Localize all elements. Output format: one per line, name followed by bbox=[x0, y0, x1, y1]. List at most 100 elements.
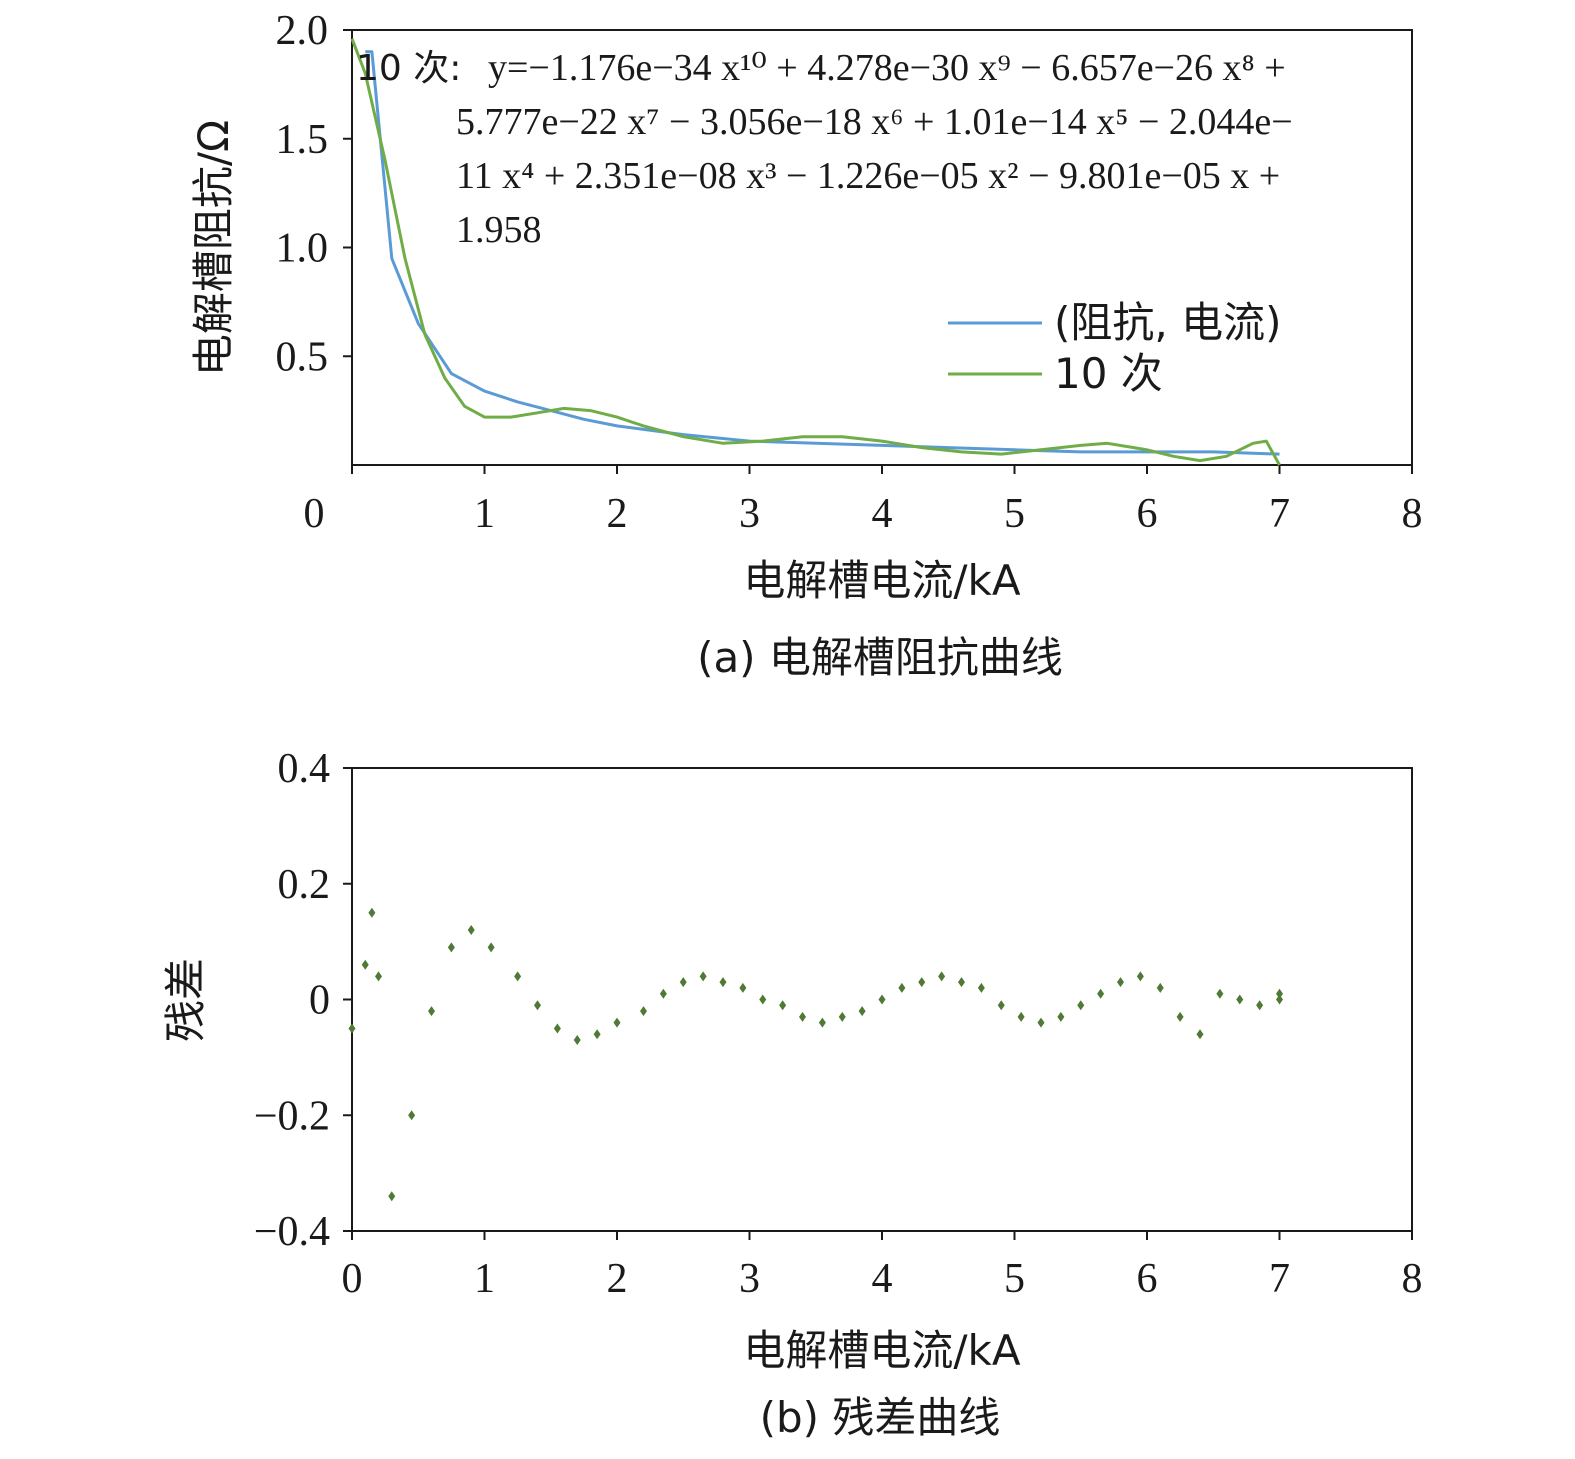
residual-point bbox=[1136, 971, 1144, 982]
y-tick-label: 0.2 bbox=[278, 862, 331, 908]
residual-point bbox=[918, 977, 926, 988]
y-tick-label: −0.4 bbox=[254, 1209, 330, 1255]
residual-point bbox=[1236, 994, 1244, 1005]
residual-point bbox=[348, 1023, 356, 1034]
residual-point bbox=[1276, 994, 1283, 1005]
residual-point bbox=[534, 1000, 541, 1011]
legend-label-fit: 10 次 bbox=[1054, 349, 1163, 398]
equation-line-4: 1.958 bbox=[456, 209, 542, 251]
residual-point bbox=[613, 1017, 621, 1028]
residual-point bbox=[640, 1006, 647, 1017]
y-tick-label: 0 bbox=[309, 978, 330, 1024]
caption-a: (a) 电解槽阻抗曲线 bbox=[697, 633, 1063, 682]
residual-point bbox=[898, 982, 906, 993]
x-tick-label: 0 bbox=[304, 491, 325, 537]
residual-point bbox=[1256, 1000, 1264, 1011]
y-axis-ticks: 0.5 1.0 1.5 2.0 bbox=[276, 8, 352, 380]
x-tick-label: 3 bbox=[739, 491, 760, 537]
x-tick-label: 3 bbox=[739, 1256, 760, 1302]
equation-prefix: 10 次: bbox=[356, 48, 461, 89]
caption-b: (b) 残差曲线 bbox=[760, 1393, 1001, 1442]
residual-chart: 0 1 2 3 4 5 6 7 8 −0.4 −0.2 0 0.2 0.4 电解槽电流/kA 残差 (b… bbox=[161, 746, 1423, 1442]
residual-point bbox=[1216, 988, 1224, 999]
x-tick-label: 5 bbox=[1004, 491, 1025, 537]
residual-point bbox=[428, 1006, 435, 1017]
residual-point bbox=[573, 1035, 581, 1046]
x-tick-label: 6 bbox=[1137, 491, 1158, 537]
y-axis-title: 残差 bbox=[161, 958, 210, 1042]
residual-point bbox=[487, 942, 495, 953]
equation-line-1: y=−1.176e−34 x¹⁰ + 4.278e−30 x⁹ − 6.657e… bbox=[488, 47, 1286, 89]
residual-point bbox=[858, 1006, 866, 1017]
residual-point bbox=[408, 1110, 416, 1121]
residual-point bbox=[1196, 1029, 1204, 1040]
series-lines bbox=[350, 38, 1281, 466]
y-tick-label: 1.0 bbox=[276, 226, 329, 272]
x-tick-label: 7 bbox=[1269, 491, 1290, 537]
y-tick-label: 0.5 bbox=[276, 334, 329, 380]
residual-point bbox=[553, 1023, 561, 1034]
x-tick-label: 2 bbox=[607, 491, 628, 537]
residual-point bbox=[1156, 982, 1164, 993]
x-axis-ticks: 0 1 2 3 4 5 6 7 8 bbox=[342, 1231, 1423, 1302]
residual-point bbox=[779, 1000, 787, 1011]
y-tick-label: 0.4 bbox=[278, 746, 331, 792]
equation-line-3: 11 x⁴ + 2.351e−08 x³ − 1.226e−05 x² − 9.… bbox=[456, 155, 1280, 197]
x-tick-label: 8 bbox=[1402, 491, 1423, 537]
residual-point bbox=[1017, 1011, 1025, 1022]
x-axis-ticks: 0 1 2 3 4 5 6 7 8 bbox=[304, 465, 1423, 537]
y-axis-ticks: −0.4 −0.2 0 0.2 0.4 bbox=[254, 746, 352, 1255]
residual-point bbox=[1077, 1000, 1085, 1011]
x-tick-label: 5 bbox=[1004, 1256, 1025, 1302]
equation-line-2: 5.777e−22 x⁷ − 3.056e−18 x⁶ + 1.01e−14 x… bbox=[456, 101, 1293, 143]
residual-point bbox=[1097, 988, 1105, 999]
residual-point bbox=[1117, 977, 1124, 988]
x-tick-label: 0 bbox=[342, 1256, 363, 1302]
series-line-fit bbox=[350, 38, 1281, 466]
legend: (阻抗, 电流) 10 次 bbox=[948, 298, 1281, 398]
residual-point bbox=[593, 1029, 601, 1040]
x-tick-label: 7 bbox=[1269, 1256, 1290, 1302]
x-tick-label: 6 bbox=[1137, 1256, 1158, 1302]
y-tick-label: −0.2 bbox=[254, 1093, 330, 1139]
x-tick-label: 8 bbox=[1402, 1256, 1423, 1302]
residual-point bbox=[447, 942, 455, 953]
residual-point bbox=[838, 1011, 846, 1022]
x-tick-label: 4 bbox=[872, 1256, 893, 1302]
x-axis-title: 电解槽电流/kA bbox=[743, 556, 1020, 605]
y-axis-title: 电解槽阻抗/Ω bbox=[189, 120, 238, 376]
x-axis-title: 电解槽电流/kA bbox=[743, 1326, 1020, 1375]
x-tick-label: 2 bbox=[607, 1256, 628, 1302]
residual-point bbox=[938, 971, 946, 982]
residual-point bbox=[977, 982, 985, 993]
x-tick-label: 4 bbox=[872, 491, 893, 537]
residual-point bbox=[375, 971, 382, 982]
x-tick-label: 1 bbox=[474, 1256, 495, 1302]
residual-point bbox=[958, 977, 965, 988]
residual-point bbox=[1037, 1017, 1045, 1028]
residual-points bbox=[348, 907, 1283, 1202]
residual-point bbox=[997, 1000, 1005, 1011]
residual-point bbox=[739, 982, 747, 993]
x-tick-label: 1 bbox=[474, 491, 495, 537]
impedance-chart: 0 1 2 3 4 5 6 7 8 0.5 1.0 1.5 2.0 10 次: y=−1.176e−3… bbox=[189, 8, 1423, 682]
residual-point bbox=[467, 925, 475, 936]
residual-point bbox=[878, 994, 886, 1005]
residual-point bbox=[799, 1011, 806, 1022]
residual-point bbox=[1276, 988, 1283, 999]
residual-point bbox=[1057, 1011, 1065, 1022]
y-tick-label: 2.0 bbox=[276, 8, 329, 54]
residual-point bbox=[719, 977, 727, 988]
residual-point bbox=[388, 1191, 396, 1202]
residual-point bbox=[759, 994, 767, 1005]
legend-label-impedance: (阻抗, 电流) bbox=[1054, 298, 1281, 347]
residual-point bbox=[699, 971, 707, 982]
fit-equation: 10 次: y=−1.176e−34 x¹⁰ + 4.278e−30 x⁹ − … bbox=[356, 47, 1293, 251]
residual-point bbox=[818, 1017, 826, 1028]
residual-point bbox=[361, 959, 369, 970]
residual-point bbox=[659, 988, 667, 999]
residual-point bbox=[514, 971, 522, 982]
residual-point bbox=[1176, 1011, 1184, 1022]
residual-point bbox=[679, 977, 687, 988]
